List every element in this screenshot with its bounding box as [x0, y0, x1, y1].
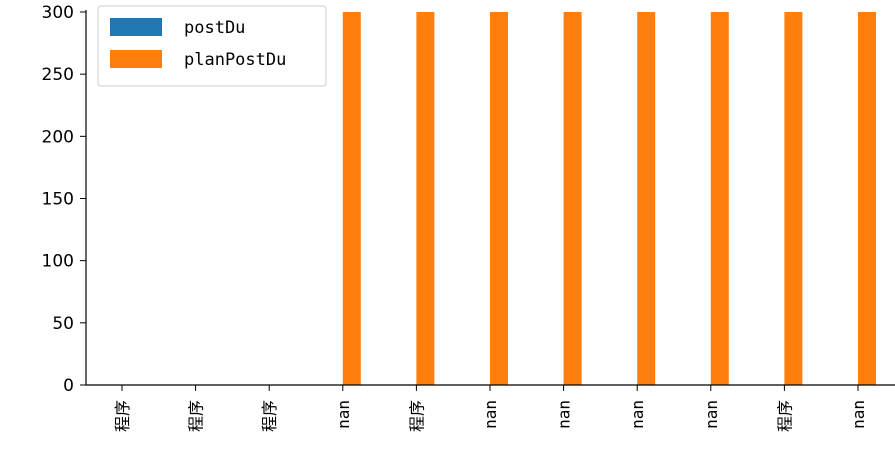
x-tick-label: 程序 — [775, 400, 794, 432]
y-tick-label: 0 — [63, 376, 74, 396]
legend-swatch-planPostDu — [110, 50, 162, 68]
bar-planPostDu-6 — [563, 12, 582, 385]
x-tick-label: 程序 — [407, 400, 426, 432]
y-tick-label: 150 — [42, 190, 74, 210]
legend-swatch-postDu — [110, 18, 162, 36]
bar-planPostDu-4 — [416, 12, 435, 385]
bar-planPostDu-9 — [784, 12, 803, 385]
x-tick-label: nan — [555, 400, 574, 429]
y-tick-label: 250 — [42, 65, 74, 85]
legend-label-postDu: postDu — [184, 18, 245, 38]
bar-planPostDu-10 — [858, 12, 876, 385]
y-tick-label: 300 — [42, 3, 74, 23]
bar-planPostDu-7 — [637, 12, 656, 385]
legend: postDu planPostDu — [97, 5, 327, 87]
x-tick-label: nan — [628, 400, 647, 429]
bars-group — [342, 12, 876, 385]
x-tick-label: 程序 — [260, 400, 279, 432]
bar-planPostDu-8 — [710, 12, 729, 385]
y-tick-label: 50 — [52, 314, 74, 334]
y-tick-label: 200 — [42, 127, 74, 147]
bar-planPostDu-5 — [490, 12, 508, 385]
bar-planPostDu-3 — [342, 12, 361, 385]
x-ticks-group: 程序 程序 程序 nan 程序 nan nan nan nan 程序 nan — [113, 385, 868, 432]
y-tick-label: 100 — [42, 252, 74, 272]
x-tick-label: nan — [334, 400, 353, 429]
x-tick-label: nan — [849, 400, 868, 429]
y-ticks-group: 0 50 100 150 200 250 300 — [42, 3, 86, 396]
x-tick-label: nan — [481, 400, 500, 429]
legend-label-planPostDu: planPostDu — [184, 50, 286, 70]
x-tick-label: nan — [702, 400, 721, 429]
x-tick-label: 程序 — [187, 400, 206, 432]
x-tick-label: 程序 — [113, 400, 132, 432]
